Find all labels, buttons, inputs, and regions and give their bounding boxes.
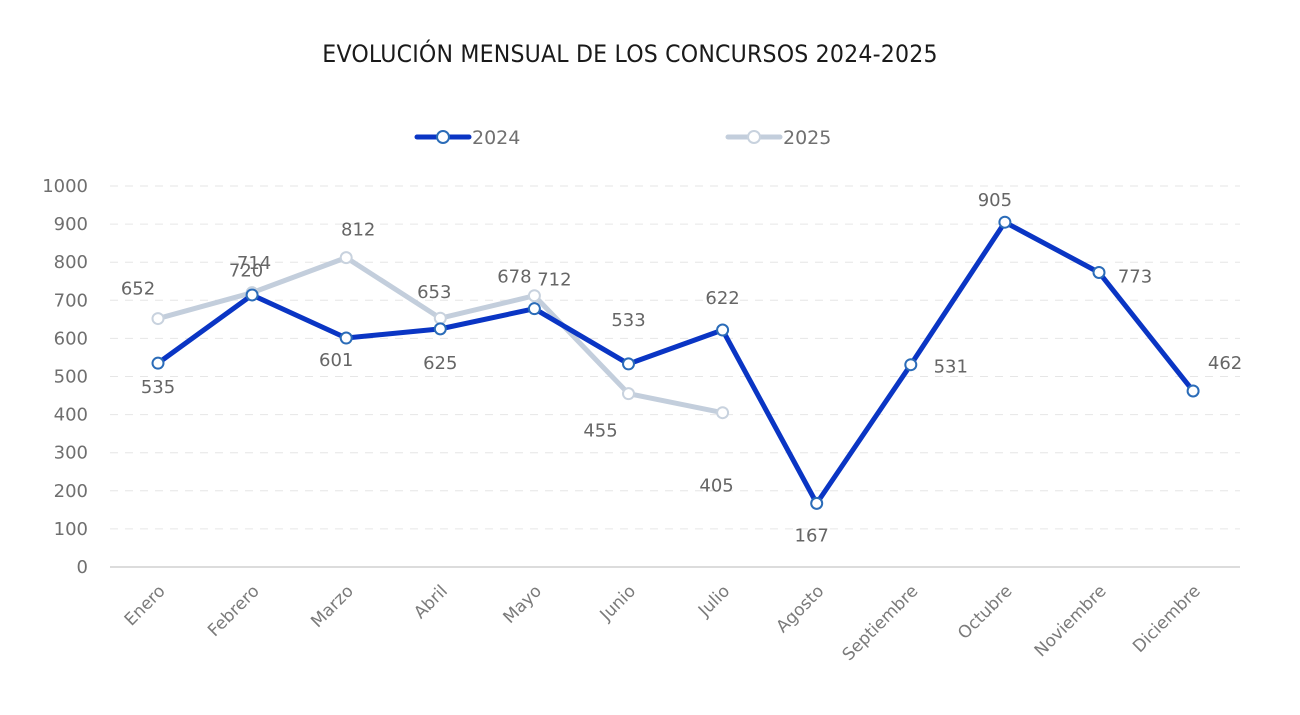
data-label-2025: 455 [583,421,617,442]
data-point-2024 [716,323,730,337]
data-label-2025: 652 [121,279,155,300]
y-tick-label: 600 [54,328,88,349]
x-tick-label: Junio [596,581,640,625]
data-point-2024 [1092,265,1106,279]
data-label-2024: 678 [497,267,531,288]
legend-label-2025: 2025 [783,127,831,149]
data-labels: 652 720 812 653 712 455 405 535 714 601 625 678 533 6… [121,190,1242,546]
x-tick-label: Septiembre [839,581,923,665]
series-markers [151,215,1200,510]
data-point-2024 [527,302,541,316]
x-tick-label: Julio [694,581,734,621]
data-point-2024 [433,322,447,336]
data-point-2025 [151,312,165,326]
data-point-2025 [716,406,730,420]
data-point-2024 [151,356,165,370]
data-label-2025: 405 [699,476,733,497]
x-tick-label: Noviembre [1031,581,1111,661]
chart-title: EVOLUCIÓN MENSUAL DE LOS CONCURSOS 2024-… [322,40,938,68]
gridlines [110,185,1240,568]
data-label-2024: 905 [978,190,1012,211]
data-point-2024 [1186,384,1200,398]
data-point-2024 [998,215,1012,229]
data-label-2025: 712 [537,270,571,291]
data-point-2024 [245,288,259,302]
x-tick-label: Febrero [204,581,264,641]
legend-label-2024: 2024 [472,127,520,149]
data-point-2024 [904,358,918,372]
data-point-2025 [339,251,353,265]
x-tick-label: Abril [410,581,452,623]
data-point-2025 [622,387,635,401]
y-axis-ticks: 0 100 200 300 400 500 600 700 800 900 1000 [42,176,88,578]
x-tick-label: Marzo [307,581,357,631]
data-label-2024: 622 [705,288,739,309]
data-label-2024: 533 [611,310,645,331]
y-tick-label: 200 [54,481,88,502]
y-tick-label: 800 [54,252,88,273]
y-tick-label: 900 [54,214,88,235]
data-point-2024 [339,331,353,345]
data-label-2024: 167 [795,525,829,546]
data-label-2024: 714 [237,253,271,274]
data-label-2024: 773 [1118,266,1152,287]
data-label-2024: 531 [934,357,968,378]
data-label-2025: 812 [341,220,375,241]
data-label-2024: 462 [1208,353,1242,374]
data-point-2025 [527,289,541,303]
y-tick-label: 0 [77,557,88,578]
series-lines [155,219,1196,506]
x-tick-label: Enero [121,581,170,630]
x-axis-ticks: Enero Febrero Marzo Abril Mayo Junio Julio Agos… [121,581,1205,665]
legend-marker-2025 [747,130,761,144]
x-tick-label: Diciembre [1129,581,1205,657]
data-label-2025: 653 [417,282,451,303]
x-tick-label: Agosto [773,581,829,637]
legend-marker-2024 [436,130,450,144]
x-tick-label: Mayo [500,581,546,627]
y-tick-label: 300 [54,443,88,464]
data-point-2024 [622,357,635,371]
y-tick-label: 500 [54,367,88,388]
series-line-2024 [155,219,1196,506]
x-tick-label: Octubre [954,581,1016,643]
data-label-2024: 601 [319,350,353,371]
legend: 2024 2025 [414,127,831,149]
data-label-2025: 720 [229,261,263,282]
data-label-2024: 535 [141,377,175,398]
data-label-2024: 625 [423,353,457,374]
y-tick-label: 100 [54,519,88,540]
data-point-2024 [810,496,824,510]
y-tick-label: 700 [54,290,88,311]
data-point-2025 [433,311,447,325]
y-tick-label: 1000 [42,176,88,197]
y-tick-label: 400 [54,405,88,426]
